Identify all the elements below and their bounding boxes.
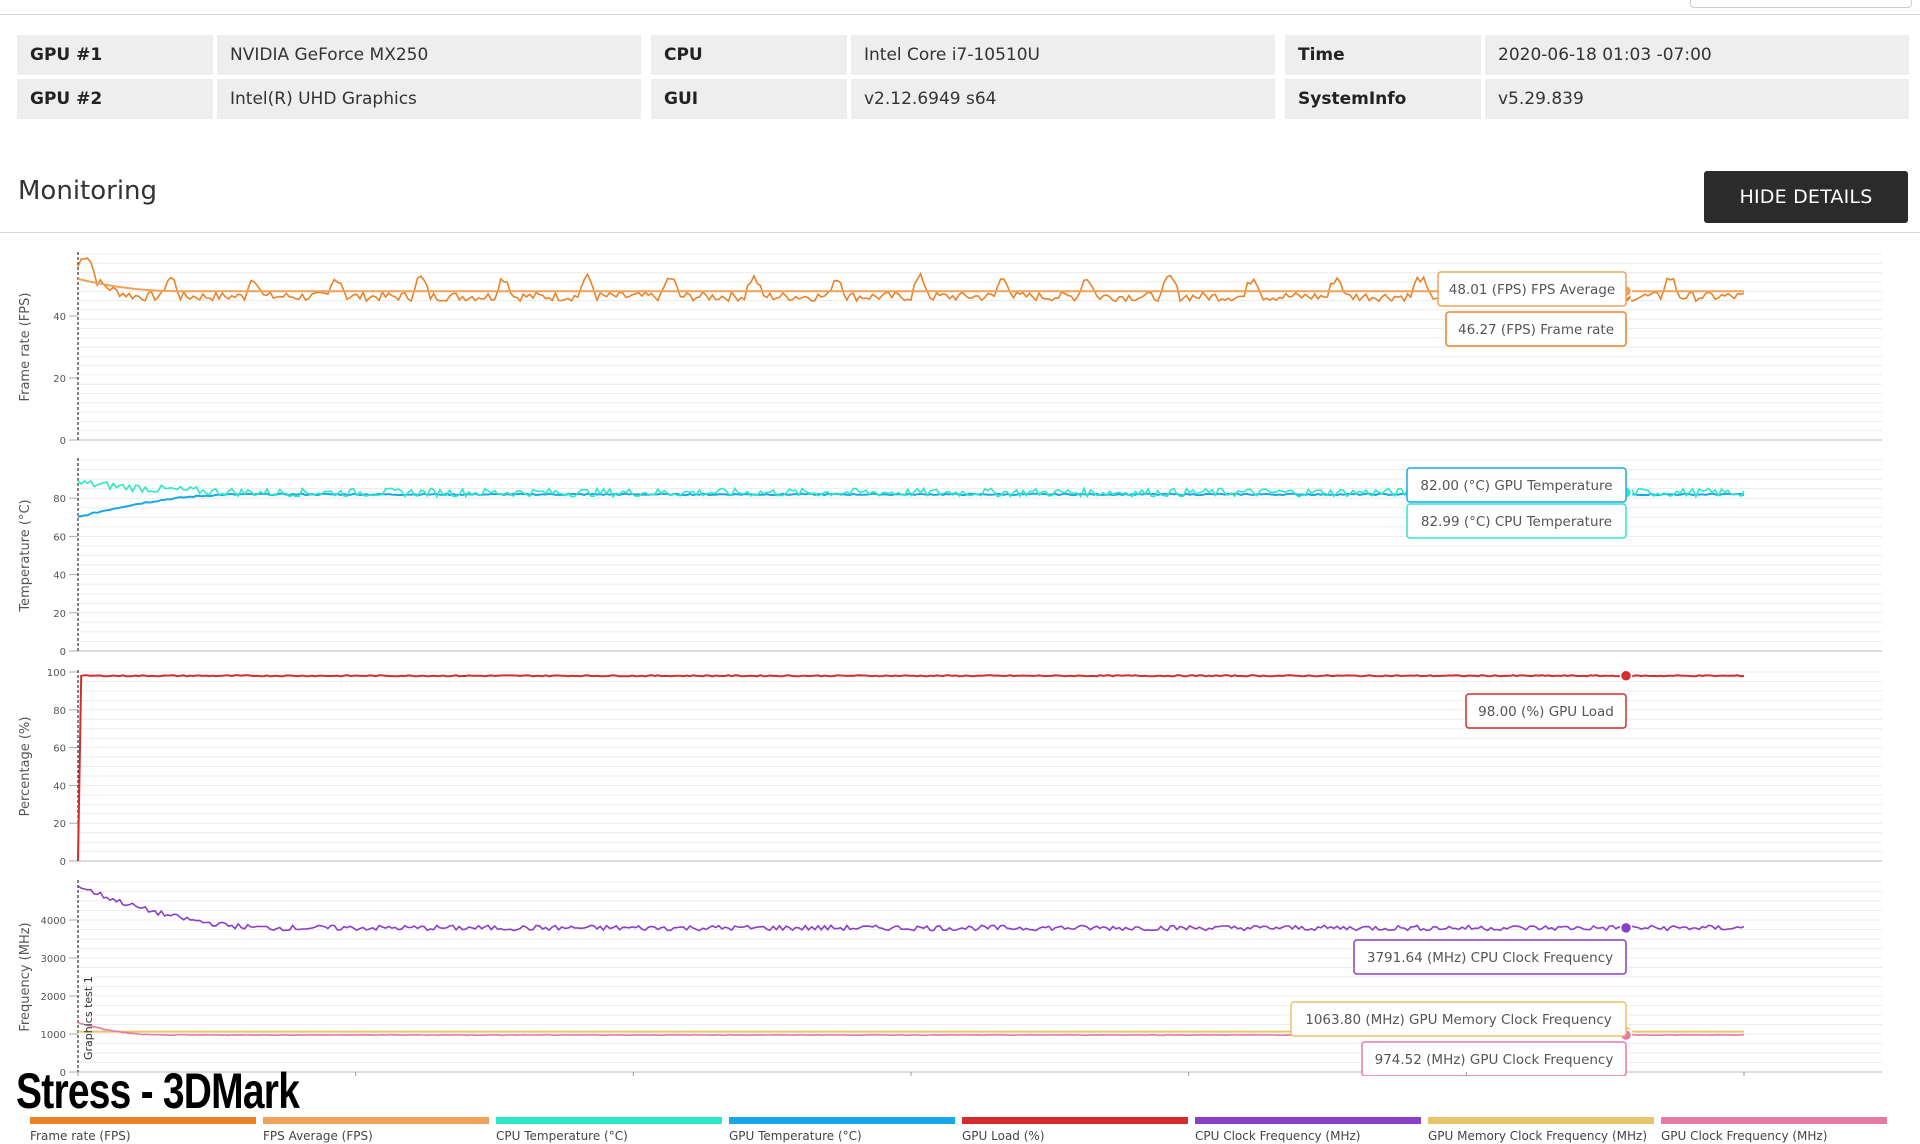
legend-item[interactable]: FPS Average (FPS) [263, 1117, 489, 1143]
legend-swatch [1428, 1117, 1654, 1124]
monitoring-divider [0, 232, 1920, 233]
series-line [77, 674, 1745, 862]
legend-swatch [30, 1117, 256, 1124]
callout-label: 1063.80 (MHz) GPU Memory Clock Frequency [1305, 1012, 1612, 1028]
gpu2-value: Intel(R) UHD Graphics [217, 79, 641, 119]
y-tick-label: 0 [60, 436, 66, 447]
legend-item[interactable]: GPU Load (%) [962, 1117, 1188, 1143]
legend-swatch [962, 1117, 1188, 1124]
legend-label: CPU Clock Frequency (MHz) [1195, 1129, 1361, 1143]
cpu-value: Intel Core i7-10510U [851, 35, 1275, 75]
hide-details-button[interactable]: HIDE DETAILS [1704, 171, 1908, 223]
y-tick-label: 60 [53, 532, 66, 543]
y-axis-label: Percentage (%) [18, 717, 33, 817]
callout-box [1353, 939, 1627, 975]
monitoring-title: Monitoring [18, 176, 158, 206]
y-tick-label: 4000 [41, 916, 66, 927]
callout-box [1361, 1041, 1627, 1076]
cpu-key: CPU [651, 35, 847, 75]
legend-swatch [729, 1117, 955, 1124]
chart-panel: 0 20 40 60 80 Temperature (°C) 82.00 (°C) GPU … [18, 458, 1882, 658]
callout-label: 48.01 (FPS) FPS Average [1449, 282, 1615, 298]
callout-box [1290, 1001, 1627, 1037]
y-tick-label: 40 [53, 312, 66, 323]
legend-item[interactable]: CPU Clock Frequency (MHz) [1195, 1117, 1421, 1143]
callout-box [1445, 311, 1627, 347]
y-tick-label: 2000 [41, 992, 66, 1003]
legend-item[interactable]: Frame rate (FPS) [30, 1117, 256, 1143]
callout-box [1465, 693, 1627, 729]
legend-label: GPU Memory Clock Frequency (MHz) [1428, 1129, 1648, 1143]
callout-label: 974.52 (MHz) GPU Clock Frequency [1375, 1052, 1614, 1068]
systeminfo-value: v5.29.839 [1485, 79, 1909, 119]
top-divider [0, 14, 1920, 15]
test-marker-label: Graphics test 1 [82, 976, 95, 1060]
y-tick-label: 40 [53, 571, 66, 582]
time-value: 2020-06-18 01:03 -07:00 [1485, 35, 1909, 75]
gui-key: GUI [651, 79, 847, 119]
chart-panel: 0 20 40 60 80 100 Percentage (%) 98.00 (%) GPU … [18, 668, 1882, 868]
legend-swatch [496, 1117, 722, 1124]
series-end-dot [1619, 669, 1633, 683]
legend-item[interactable]: GPU Temperature (°C) [729, 1117, 955, 1143]
y-tick-label: 20 [53, 819, 66, 830]
chart-panel: 0 1000 2000 3000 4000 Frequency (MHz) 3791.64 … [18, 880, 1882, 1076]
y-tick-label: 60 [53, 744, 66, 755]
series-line [77, 885, 1745, 932]
legend-item[interactable]: GPU Memory Clock Frequency (MHz) [1428, 1117, 1654, 1143]
gpu1-value: NVIDIA GeForce MX250 [217, 35, 641, 75]
y-axis-label: Frame rate (FPS) [18, 293, 33, 402]
series-end-dot [1619, 921, 1633, 935]
gpu2-key: GPU #2 [17, 79, 213, 119]
systeminfo-key: SystemInfo [1285, 79, 1481, 119]
y-tick-label: 20 [53, 609, 66, 620]
callout-label: 98.00 (%) GPU Load [1478, 704, 1614, 720]
y-tick-label: 80 [53, 494, 66, 505]
legend-swatch [1195, 1117, 1421, 1124]
top-dropdown[interactable] [1690, 0, 1912, 8]
y-tick-label: 40 [53, 781, 66, 792]
callout-label: 82.99 (°C) CPU Temperature [1421, 514, 1612, 530]
callout-label: 3791.64 (MHz) CPU Clock Frequency [1367, 950, 1613, 966]
legend-swatch [263, 1117, 489, 1124]
y-tick-label: 3000 [41, 954, 66, 965]
y-tick-label: 0 [60, 1068, 66, 1076]
time-key: Time [1285, 35, 1481, 75]
y-axis-label: Frequency (MHz) [18, 922, 33, 1031]
watermark-text: Stress - 3DMark [16, 1063, 300, 1119]
chart-panel: 0 20 40 Frame rate (FPS) 48.01 (FPS) FPS Ave… [18, 252, 1882, 447]
y-tick-label: 100 [47, 668, 66, 679]
legend-label: GPU Temperature (°C) [729, 1129, 862, 1143]
legend-label: FPS Average (FPS) [263, 1129, 373, 1143]
gui-value: v2.12.6949 s64 [851, 79, 1275, 119]
callout-box [1437, 271, 1627, 307]
y-axis-label: Temperature (°C) [18, 499, 33, 612]
y-tick-label: 80 [53, 706, 66, 717]
callout-box [1406, 467, 1627, 503]
y-tick-label: 0 [60, 857, 66, 868]
legend-label: CPU Temperature (°C) [496, 1129, 628, 1143]
callout-box [1406, 503, 1627, 539]
legend-item[interactable]: CPU Temperature (°C) [496, 1117, 722, 1143]
legend-label: GPU Load (%) [962, 1129, 1045, 1143]
y-tick-label: 1000 [41, 1030, 66, 1041]
legend-label: GPU Clock Frequency (MHz) [1661, 1129, 1828, 1143]
callout-label: 46.27 (FPS) Frame rate [1458, 322, 1614, 338]
legend-swatch [1661, 1117, 1887, 1124]
callout-label: 82.00 (°C) GPU Temperature [1420, 478, 1612, 494]
y-tick-label: 0 [60, 647, 66, 658]
legend-item[interactable]: GPU Clock Frequency (MHz) [1661, 1117, 1887, 1143]
monitoring-chart: 0 20 40 Frame rate (FPS) 48.01 (FPS) FPS Ave… [18, 252, 1882, 1076]
gpu1-key: GPU #1 [17, 35, 213, 75]
y-tick-label: 20 [53, 374, 66, 385]
legend-label: Frame rate (FPS) [30, 1129, 131, 1143]
